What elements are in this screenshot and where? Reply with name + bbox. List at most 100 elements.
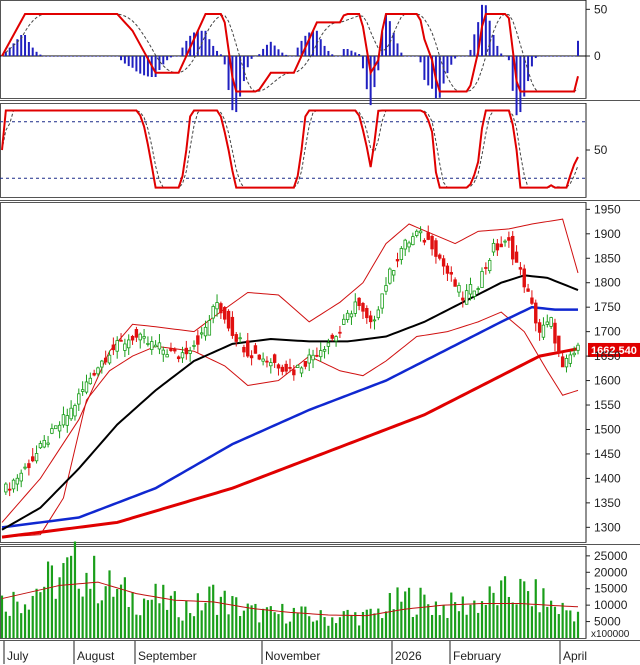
candle-body <box>487 260 492 272</box>
candle-body <box>88 377 93 385</box>
candle-body <box>272 354 277 363</box>
candle-body <box>34 453 39 462</box>
tick-label-vol-10000: 10000 <box>594 598 628 612</box>
macd-histogram-bar <box>400 52 403 56</box>
month-labels: July August September November 2026 February A… <box>0 640 640 664</box>
candle-body <box>303 360 308 367</box>
macd-histogram-bar <box>4 51 7 56</box>
macd-histogram-bar <box>185 40 188 56</box>
macd-histogram-bar <box>146 56 149 77</box>
volume-bar <box>238 616 242 638</box>
last-price-tag <box>588 342 640 357</box>
macd-histogram-bar <box>193 32 195 56</box>
candle-body <box>345 312 350 321</box>
macd-histogram-bar <box>504 56 507 57</box>
volume-bar <box>400 601 403 638</box>
candle-body <box>568 354 573 364</box>
macd-histogram-bar <box>116 56 119 57</box>
macd-histogram-bar <box>31 47 34 56</box>
volume-bar <box>154 583 157 638</box>
macd-histogram-bar <box>81 56 84 57</box>
macd-histogram-bar <box>523 56 526 97</box>
volume-bar <box>204 602 207 638</box>
macd-histogram-bar <box>296 47 299 56</box>
volume-bar <box>492 592 495 638</box>
macd-histogram-bar <box>427 56 430 86</box>
macd-histogram-bar <box>515 56 518 116</box>
volume-bar <box>507 596 510 638</box>
macd-histogram-bar <box>569 56 572 57</box>
macd-histogram-bar <box>216 50 219 56</box>
macd-histogram-bar <box>173 56 176 57</box>
candle-body <box>361 303 365 312</box>
candle-body <box>307 354 311 364</box>
macd-histogram-bar <box>500 53 503 56</box>
volume-bar <box>384 611 388 638</box>
tick-label-price-1450: 1450 <box>594 447 621 461</box>
candle-body <box>295 364 300 368</box>
tick-label-stoch-50: 50 <box>594 143 608 157</box>
volume-bar <box>473 600 476 638</box>
candle-body <box>315 354 319 357</box>
macd-histogram-bar <box>158 56 161 70</box>
candle-body <box>188 350 192 354</box>
stochastic-panel <box>0 109 586 189</box>
price-panel: 1662.540 <box>1 218 640 539</box>
candle-body <box>464 290 469 305</box>
candle-body <box>142 336 146 339</box>
candle-body <box>292 369 296 376</box>
tick-label-price-1850: 1850 <box>594 251 621 265</box>
candle-body <box>165 354 169 358</box>
macd-histogram-bar <box>373 56 376 88</box>
volume-bar <box>454 602 457 638</box>
volume-bar <box>35 588 38 638</box>
macd-histogram-bar <box>177 56 180 57</box>
volume-bar <box>258 622 261 638</box>
macd-histogram-bar <box>73 56 76 57</box>
candle-body <box>299 367 304 374</box>
macd-histogram-bar <box>527 56 530 82</box>
volume-bar <box>262 608 265 638</box>
macd-histogram-bar <box>97 56 99 57</box>
volume-bar <box>484 604 487 638</box>
volume-bar <box>177 617 180 638</box>
volume-bar <box>181 620 184 638</box>
candle-body <box>399 248 404 260</box>
volume-bar <box>361 611 365 638</box>
volume-bar <box>173 591 176 638</box>
volume-bar <box>465 614 468 638</box>
volume-bar <box>334 623 338 638</box>
macd-histogram-bar <box>262 48 265 56</box>
macd-histogram-bar <box>385 14 387 56</box>
macd-histogram-bar <box>239 56 242 97</box>
candle-body <box>426 232 430 240</box>
volume-bar <box>526 591 530 638</box>
volume-bar <box>550 600 553 638</box>
macd-histogram-bar <box>446 56 449 74</box>
macd-line <box>1 13 579 93</box>
volume-bar <box>388 593 391 638</box>
volume-bar <box>511 602 514 638</box>
candle-body <box>326 342 331 347</box>
tick-label-vol-20000: 20000 <box>594 565 628 579</box>
month-label: September <box>138 649 197 663</box>
volume-bar <box>423 594 426 638</box>
volume-bar <box>58 577 61 638</box>
macd-histogram-bar <box>415 56 418 57</box>
volume-bar <box>496 605 499 638</box>
volume-bar <box>223 590 226 638</box>
macd-histogram-bar <box>454 56 457 59</box>
volume-bar <box>231 596 234 638</box>
macd-histogram-bar <box>408 56 411 57</box>
candle-body <box>100 360 104 368</box>
macd-histogram-bar <box>208 39 211 56</box>
macd-histogram-bar <box>323 45 326 56</box>
macd-histogram-bar <box>8 47 11 56</box>
macd-histogram-bar <box>565 56 568 57</box>
volume-bar <box>573 621 576 638</box>
candle-body <box>330 334 334 339</box>
macd-histogram-bar <box>127 56 130 67</box>
macd-histogram-bar <box>235 56 238 113</box>
macd-histogram-bar <box>346 49 349 56</box>
